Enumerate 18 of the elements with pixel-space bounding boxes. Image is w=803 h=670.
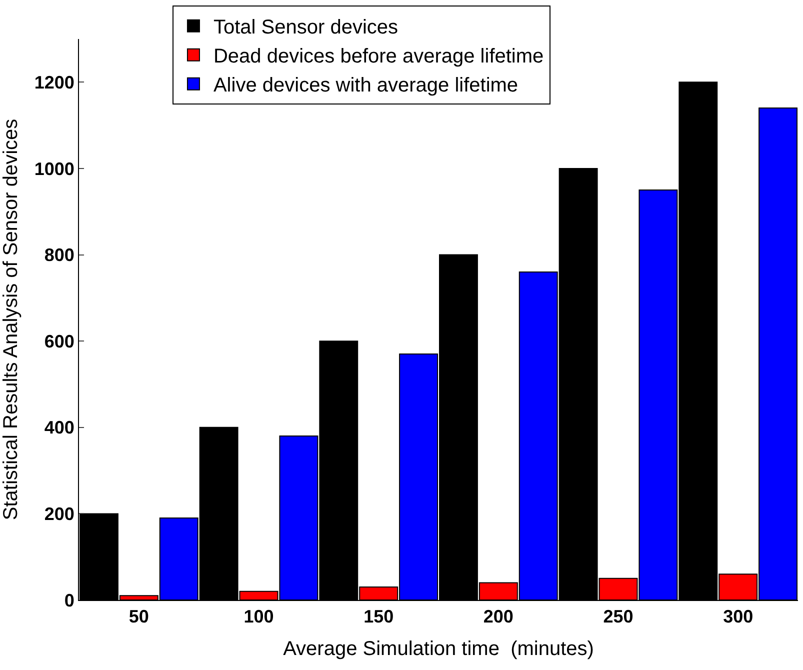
x-tick-label: 50 — [128, 606, 149, 627]
y-tick-label: 1200 — [34, 72, 74, 92]
y-tick-label: 1000 — [34, 158, 74, 179]
x-tick-label: 100 — [244, 606, 274, 627]
y-axis-title: Statistical Results Analysis of Sensor devices — [0, 118, 22, 520]
x-tick-label: 200 — [483, 606, 514, 627]
x-axis-title: Average Simulation time (minutes) — [283, 638, 594, 660]
y-tick-label: 400 — [44, 418, 74, 438]
y-tick-label: 600 — [44, 331, 74, 352]
legend-label: Total Sensor devices — [213, 16, 398, 39]
y-tick-label: 200 — [44, 504, 74, 524]
y-tick-label: 0 — [64, 590, 74, 610]
x-tick-label: 150 — [364, 606, 394, 627]
x-tick-label: 250 — [603, 606, 634, 627]
legend-label: Alive devices with average lifetime — [213, 74, 518, 97]
legend-label: Dead devices before average lifetime — [213, 46, 544, 68]
x-tick-label: 300 — [723, 606, 754, 627]
y-tick-label: 800 — [44, 245, 74, 266]
